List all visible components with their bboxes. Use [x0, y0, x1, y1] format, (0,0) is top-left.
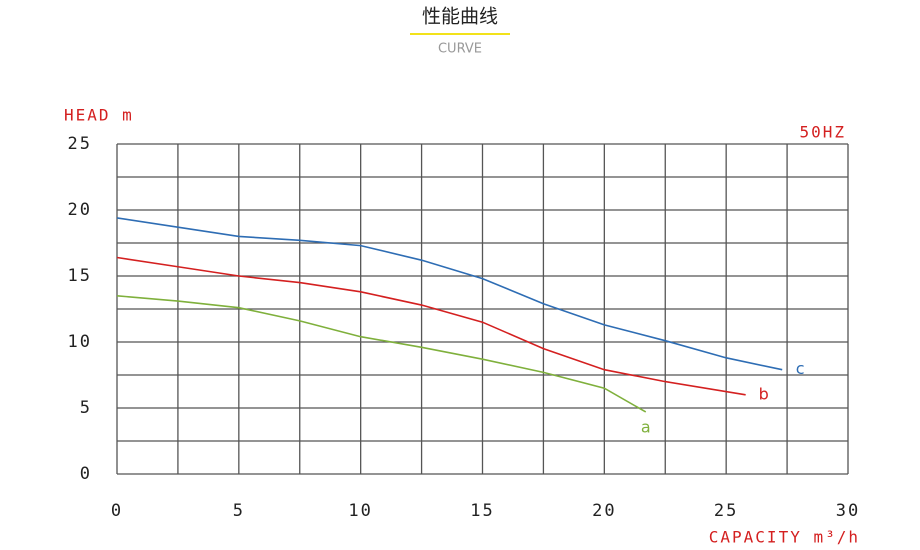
- x-tick-label: 10: [348, 501, 372, 521]
- annotation: 50HZ: [799, 123, 846, 142]
- line: [116, 217, 783, 371]
- legend-label: b: [759, 384, 769, 403]
- chart-subtitle: CURVE: [438, 42, 482, 57]
- y-tick-label: 20: [68, 200, 92, 220]
- line: [116, 295, 647, 413]
- y-tick-label: 25: [68, 134, 92, 154]
- y-tick-label: 15: [68, 266, 92, 286]
- x-tick-label: 30: [836, 501, 860, 521]
- x-tick-label: 15: [470, 501, 494, 521]
- chart-title: 性能曲线: [422, 6, 498, 28]
- x-axis-label: CAPACITY m³/h: [709, 528, 860, 547]
- x-tick-label: 5: [233, 501, 245, 521]
- y-axis-label: HEAD m: [64, 106, 134, 125]
- x-tick-label: 25: [714, 501, 738, 521]
- x-tick-label: 20: [592, 501, 616, 521]
- line: [116, 256, 746, 396]
- legend-label: c: [796, 359, 805, 378]
- y-tick-label: 0: [80, 464, 92, 484]
- x-tick-label: 0: [111, 501, 123, 521]
- y-tick-label: 5: [80, 398, 92, 418]
- y-tick-label: 10: [68, 332, 92, 352]
- legend-label: a: [641, 417, 651, 436]
